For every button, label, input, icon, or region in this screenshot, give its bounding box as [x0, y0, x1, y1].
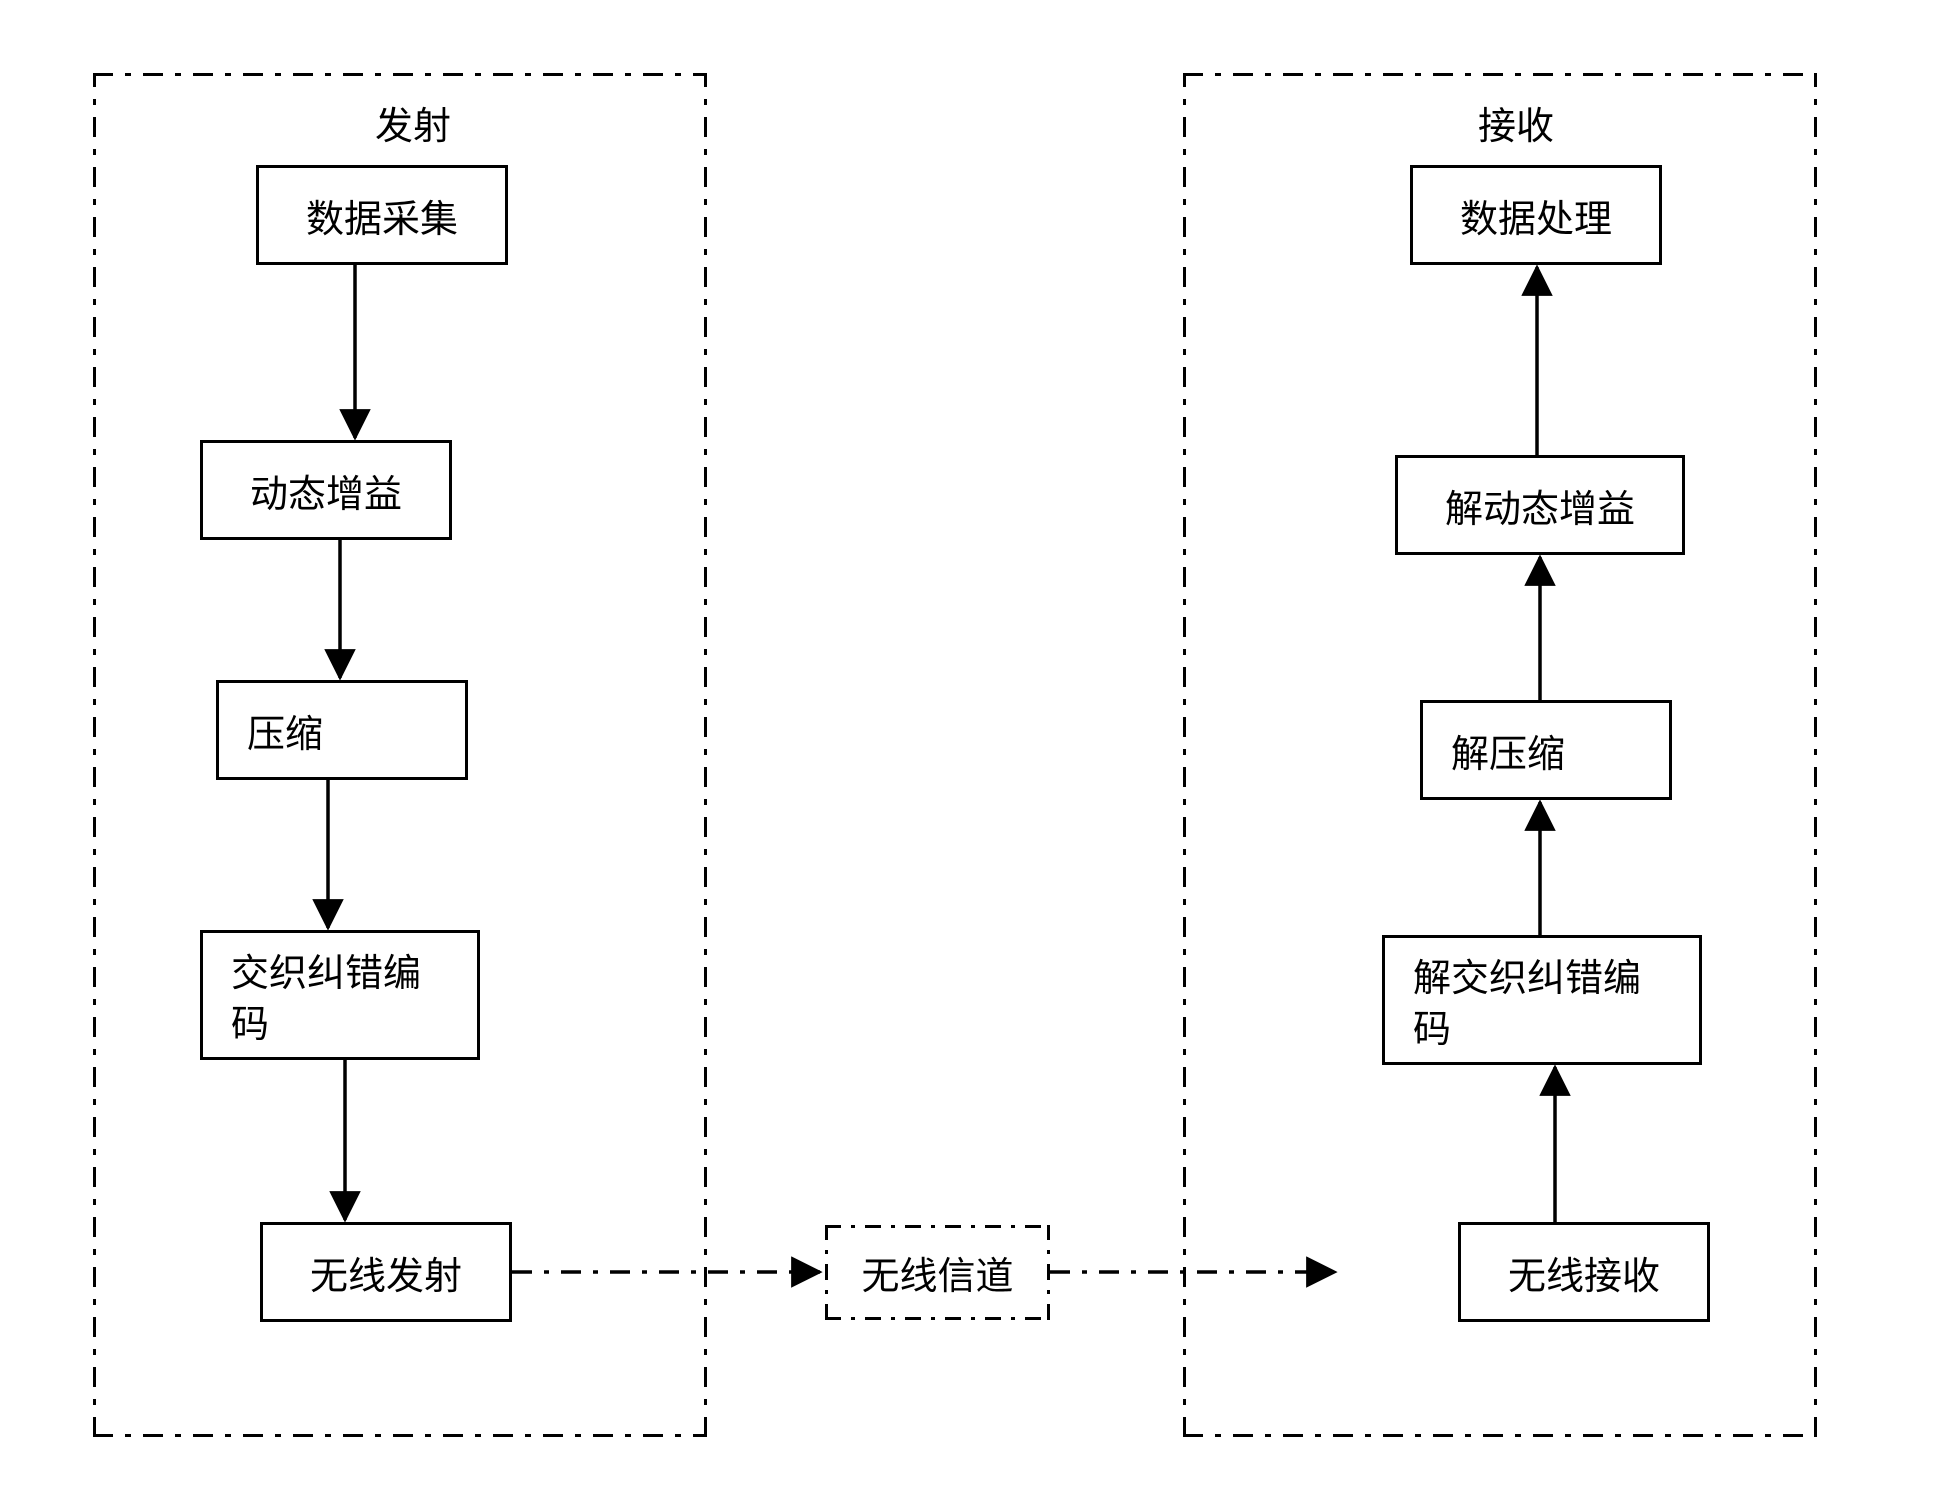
node-dynamic-gain: 动态增益: [200, 440, 452, 540]
node-data-processing: 数据处理: [1410, 165, 1662, 265]
node-decompression: 解压缩: [1420, 700, 1672, 800]
node-label: 无线信道: [861, 1245, 1013, 1300]
node-label: 无线接收: [1508, 1245, 1660, 1300]
node-inverse-dynamic-gain: 解动态增益: [1395, 455, 1685, 555]
node-deinterleave-ecc: 解交织纠错编码: [1382, 935, 1702, 1065]
transmit-panel-title: 发射: [375, 95, 451, 150]
node-label: 数据采集: [306, 188, 458, 243]
node-wireless-channel: 无线信道: [825, 1225, 1050, 1320]
flowchart-root: 发射 接收 数据采集 动态增益 压缩 交织纠错编码 无线发射 无线信道 无线接收…: [0, 0, 1952, 1496]
receive-panel-title: 接收: [1478, 95, 1554, 150]
node-label: 交织纠错编码: [231, 949, 449, 1052]
node-label: 动态增益: [250, 463, 402, 518]
node-label: 解动态增益: [1445, 478, 1635, 533]
node-label: 无线发射: [310, 1245, 462, 1300]
node-label: 解压缩: [1451, 723, 1565, 778]
node-wireless-transmit: 无线发射: [260, 1222, 512, 1322]
node-label: 压缩: [247, 703, 323, 758]
node-interleave-ecc: 交织纠错编码: [200, 930, 480, 1060]
node-wireless-receive: 无线接收: [1458, 1222, 1710, 1322]
node-label: 解交织纠错编码: [1413, 954, 1671, 1057]
node-data-acquisition: 数据采集: [256, 165, 508, 265]
node-compression: 压缩: [216, 680, 468, 780]
node-label: 数据处理: [1460, 188, 1612, 243]
